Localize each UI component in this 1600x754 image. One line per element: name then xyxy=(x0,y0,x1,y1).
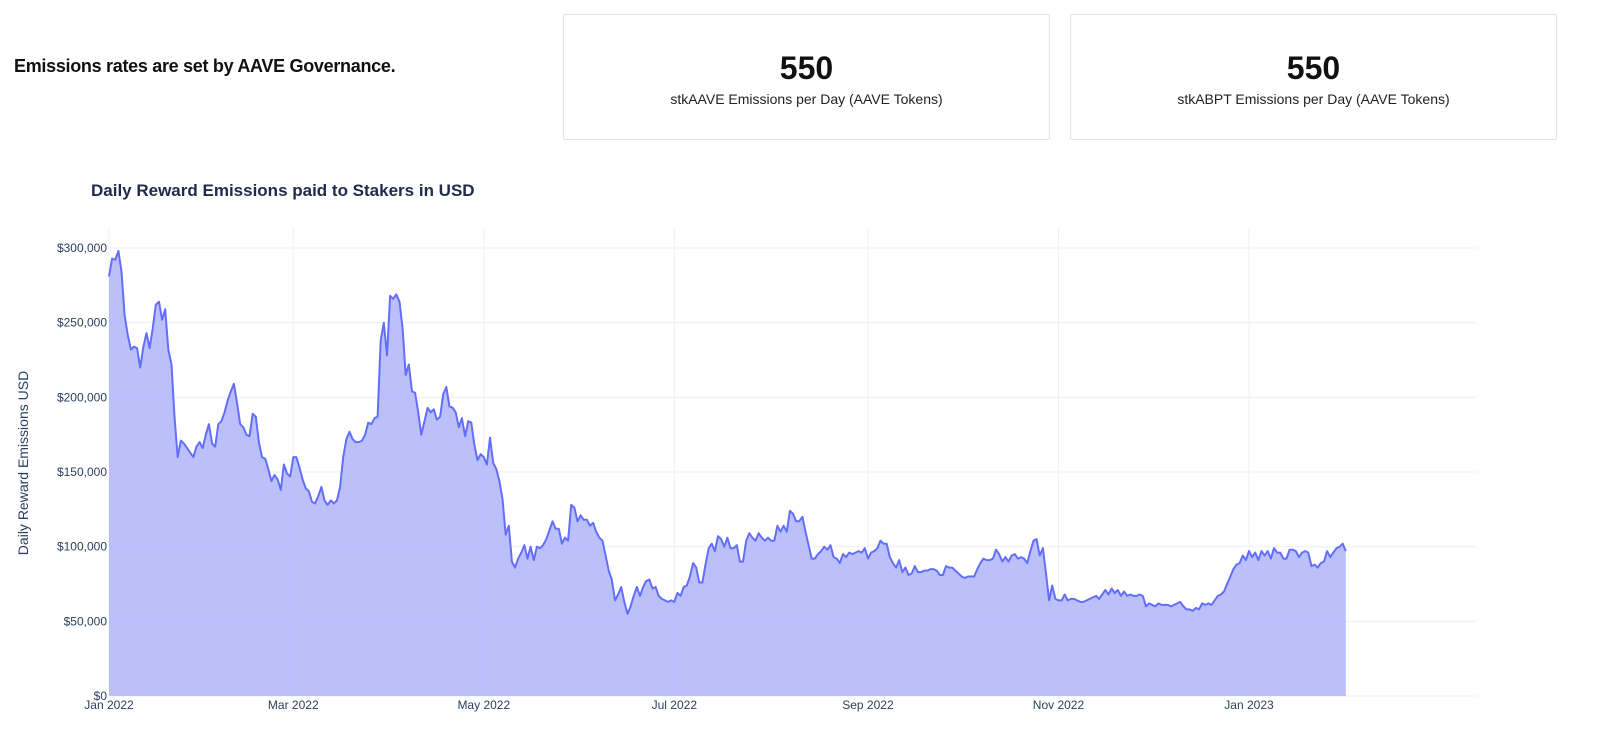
stkaave-emissions-value: 550 xyxy=(779,50,834,86)
y-tick-label: $0 xyxy=(94,689,108,703)
stkabpt-emissions-card: 550 stkABPT Emissions per Day (AAVE Toke… xyxy=(1070,14,1557,140)
x-tick-label: Nov 2022 xyxy=(1033,698,1085,712)
x-tick-label: May 2022 xyxy=(457,698,510,712)
x-tick-label: Mar 2022 xyxy=(268,698,319,712)
stkabpt-emissions-label: stkABPT Emissions per Day (AAVE Tokens) xyxy=(1177,91,1450,107)
y-tick-label: $150,000 xyxy=(57,465,107,479)
y-tick-label: $50,000 xyxy=(64,614,108,628)
x-tick-label: Jul 2022 xyxy=(652,698,698,712)
governance-note: Emissions rates are set by AAVE Governan… xyxy=(14,56,396,76)
chart-area-layer xyxy=(108,250,1347,696)
x-tick-label: Sep 2022 xyxy=(842,698,894,712)
chart-title: Daily Reward Emissions paid to Stakers i… xyxy=(91,181,475,200)
y-tick-label: $100,000 xyxy=(57,540,107,554)
y-axis-label: Daily Reward Emissions USD xyxy=(15,371,31,555)
stkaave-emissions-card: 550 stkAAVE Emissions per Day (AAVE Toke… xyxy=(563,14,1050,140)
x-tick-label: Jan 2023 xyxy=(1224,698,1274,712)
series-line xyxy=(108,250,1347,615)
y-tick-label: $250,000 xyxy=(57,316,107,330)
stkaave-emissions-label: stkAAVE Emissions per Day (AAVE Tokens) xyxy=(670,91,943,107)
x-tick-label: Jan 2022 xyxy=(84,698,134,712)
y-tick-label: $300,000 xyxy=(57,241,107,255)
x-axis-ticks: Jan 2022 Mar 2022 May 2022 Jul 2022 Sep 2022… xyxy=(84,698,1274,712)
series-area-fill xyxy=(109,251,1346,696)
stkabpt-emissions-value: 550 xyxy=(1286,50,1341,86)
y-axis-ticks: $0 $50,000 $100,000 $150,000 $200,000 $250,00… xyxy=(57,241,107,703)
y-tick-label: $200,000 xyxy=(57,390,107,404)
